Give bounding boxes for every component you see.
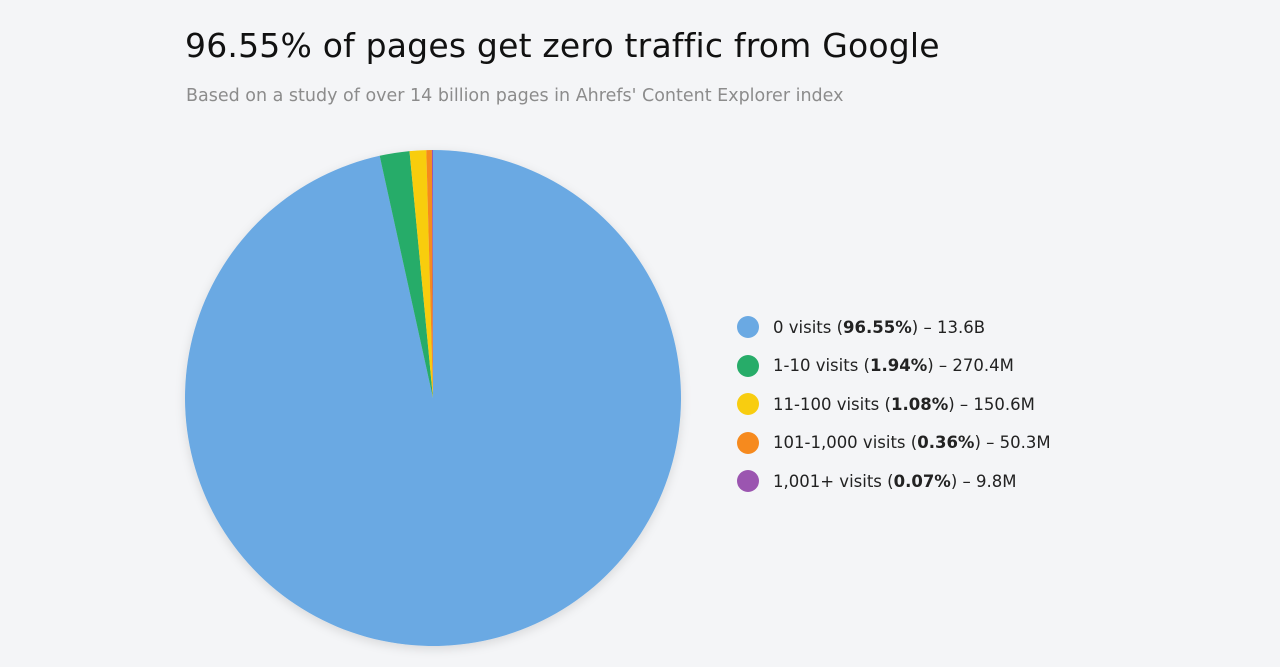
count-label: 50.3M (981, 433, 1051, 452)
pie-slice (409, 150, 433, 398)
legend-text: 11-100 visits1.08%150.6M (773, 395, 1035, 414)
chart-subtitle: Based on a study of over 14 billion page… (186, 86, 844, 106)
legend: 0 visits96.55%13.6B 1-10 visits1.94%270.4… (737, 308, 1051, 501)
legend-item: 1-10 visits1.94%270.4M (737, 347, 1051, 386)
legend-text: 1,001+ visits0.07%9.8M (773, 472, 1017, 491)
value-label: 1.94% (858, 356, 933, 375)
legend-swatch (737, 470, 759, 493)
legend-swatch (737, 393, 759, 416)
legend-text: 101-1,000 visits0.36%50.3M (773, 433, 1051, 452)
count-label: 9.8M (957, 472, 1016, 491)
chart-title: 96.55% of pages get zero traffic from Go… (185, 26, 940, 65)
legend-text: 0 visits96.55%13.6B (773, 318, 985, 337)
count-label: 13.6B (918, 318, 985, 337)
pie-slice (431, 150, 433, 398)
legend-swatch (737, 431, 759, 454)
legend-item: 11-100 visits1.08%150.6M (737, 385, 1051, 424)
legend-item: 101-1,000 visits0.36%50.3M (737, 424, 1051, 463)
legend-label: 11-100 visits (773, 394, 880, 414)
legend-text: 1-10 visits1.94%270.4M (773, 356, 1014, 375)
legend-label: 101-1,000 visits (773, 433, 906, 453)
value-label: 1.08% (879, 395, 954, 414)
pie (185, 150, 682, 646)
pie-slice (426, 150, 433, 398)
legend-label: 1-10 visits (773, 356, 859, 376)
legend-item: 0 visits96.55%13.6B (737, 308, 1051, 347)
count-label: 150.6M (955, 395, 1035, 414)
legend-item: 1,001+ visits0.07%9.8M (737, 462, 1051, 501)
pie-slice (379, 151, 433, 398)
value-label: 0.07% (882, 472, 957, 491)
legend-swatch (737, 316, 759, 339)
value-label: 0.36% (906, 433, 981, 452)
value-label: 96.55% (831, 318, 918, 337)
legend-label: 0 visits (773, 317, 832, 337)
legend-swatch (737, 354, 759, 377)
pie-slice (185, 150, 682, 646)
count-label: 270.4M (934, 356, 1014, 375)
legend-label: 1,001+ visits (773, 471, 882, 491)
